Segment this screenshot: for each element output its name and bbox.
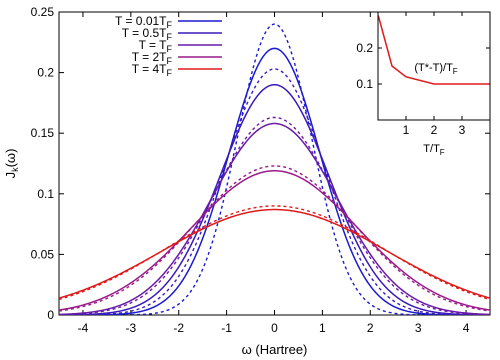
inset-y-tick-label: 0.1 <box>356 77 373 91</box>
inset-x-tick-label: 2 <box>431 123 438 137</box>
x-tick-label: -4 <box>78 321 89 335</box>
inset-x-axis-label-subscript: F <box>440 148 445 157</box>
inset-x-tick-label: 1 <box>403 123 410 137</box>
inset-y-tick-label: 0.2 <box>356 41 373 55</box>
y-axis-label: Jk(ω) <box>3 149 20 179</box>
x-tick-label: 2 <box>367 321 374 335</box>
y-tick-label: 0 <box>47 308 54 322</box>
series-line <box>59 47 490 315</box>
legend-label: T = TF <box>139 38 173 54</box>
series-dashed-line <box>59 23 490 315</box>
x-tick-label: 1 <box>319 321 326 335</box>
inset-series <box>377 15 490 85</box>
y-tick-label: 0.15 <box>31 126 55 140</box>
series-line <box>59 208 490 299</box>
y-axis-label-tail: (ω) <box>3 149 18 168</box>
series-dashed-line <box>59 116 490 315</box>
series-line <box>59 170 490 311</box>
x-tick-label: 3 <box>415 321 422 335</box>
main-chart: -4 -3 -2 -1 0 1 2 3 4 0 0.05 0.1 0.15 0.2 0.25 T = 0.0… <box>3 5 491 357</box>
y-tick-label: 0.1 <box>37 187 54 201</box>
inset-series-line <box>377 15 490 85</box>
series-dashed-line <box>59 205 490 301</box>
y-axis-label-main: J <box>3 172 18 179</box>
series-line <box>59 122 490 315</box>
inset-axis-ticks: 1 2 3 0.1 0.2 <box>356 12 490 137</box>
y-tick-label: 0.2 <box>37 66 54 80</box>
x-tick-label: -3 <box>125 321 136 335</box>
y-tick-label: 0.05 <box>31 247 55 261</box>
x-tick-label: -1 <box>221 321 232 335</box>
legend-label: T = 2TF <box>132 50 173 66</box>
legend-label: T = 0.01TF <box>115 14 172 30</box>
inset-background <box>378 12 490 120</box>
inset-chart: 1 2 30.10.2 (T*-T)/TF T/TF <box>356 11 491 157</box>
inset-plot-frame <box>377 11 491 121</box>
inset-x-axis-label-main: T/T <box>423 143 440 155</box>
inset-title: (T*-T)/TF <box>414 62 457 76</box>
legend-label: T = 4TF <box>132 62 173 78</box>
inset-title-main: (T*-T)/T <box>414 62 453 74</box>
x-tick-label: -2 <box>173 321 184 335</box>
series-line <box>59 83 490 315</box>
x-axis-label: ω (Hartree) <box>242 342 308 357</box>
inset-x-axis-label: T/TF <box>423 143 445 157</box>
y-tick-label: 0.25 <box>31 5 55 19</box>
series-dashed-line <box>59 165 490 312</box>
x-tick-label: 4 <box>463 321 470 335</box>
inset-title-subscript: F <box>453 67 458 76</box>
main-series <box>59 23 490 315</box>
series-dashed-line <box>59 68 490 315</box>
x-tick-label: 0 <box>271 321 278 335</box>
inset-x-tick-label: 3 <box>459 123 466 137</box>
legend-label: T = 0.5TF <box>122 26 173 42</box>
y-axis-label-subscript: k <box>10 167 20 172</box>
